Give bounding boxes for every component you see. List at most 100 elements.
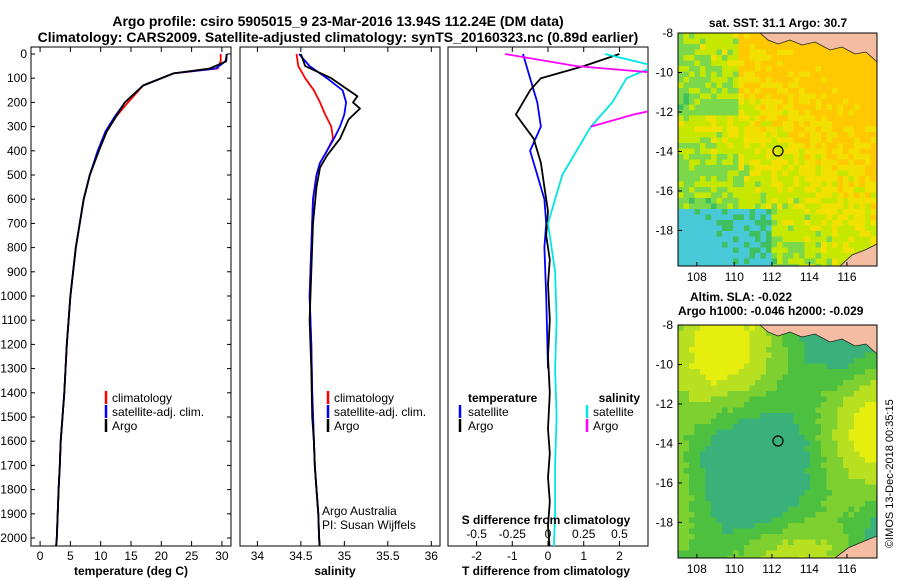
heatmap-cell (848, 209, 855, 215)
heatmap-cell (760, 77, 767, 83)
heatmap-cell (843, 99, 849, 105)
heatmap-cell (793, 385, 800, 392)
heatmap-cell (804, 385, 811, 392)
heatmap-cell (711, 380, 717, 386)
heatmap-cell (711, 363, 717, 370)
heatmap-cell (832, 209, 838, 215)
heatmap-cell (826, 495, 833, 502)
heatmap-cell (788, 462, 794, 469)
heatmap-cell (733, 374, 739, 381)
heatmap-cell (865, 214, 871, 221)
heatmap-cell (837, 231, 844, 237)
heatmap-cell (744, 126, 750, 133)
heatmap-cell (799, 336, 805, 342)
heatmap-cell (727, 473, 734, 480)
map-lon-label: 114 (800, 562, 819, 576)
heatmap-cell (870, 501, 877, 507)
heatmap-cell (760, 242, 767, 248)
heatmap-cell (865, 347, 871, 353)
heatmap-cell (804, 132, 811, 138)
heatmap-cell (821, 550, 827, 557)
heatmap-cell (733, 71, 739, 78)
heatmap-cell (683, 374, 690, 381)
heatmap-cell (848, 440, 855, 447)
heatmap-cell (870, 192, 877, 199)
heatmap-cell (694, 66, 701, 72)
heatmap-cell (749, 209, 756, 215)
heatmap-cell (815, 396, 822, 403)
heatmap-cell (749, 550, 756, 557)
heatmap-cell (815, 104, 822, 111)
heatmap-cell (755, 402, 761, 408)
heatmap-cell (782, 550, 789, 557)
heatmap-cell (848, 71, 855, 78)
heatmap-cell (837, 264, 844, 266)
heatmap-cell (815, 391, 822, 397)
heatmap-cell (832, 132, 838, 138)
heatmap-cell (733, 170, 739, 177)
heatmap-cell (727, 534, 734, 540)
heatmap-cell (788, 154, 794, 160)
heatmap-cell (788, 391, 794, 397)
heatmap-cell (804, 176, 811, 182)
heatmap-cell (711, 484, 717, 491)
heatmap-cell (716, 545, 723, 551)
heatmap-cell (760, 413, 767, 419)
heatmap-cell (821, 435, 827, 441)
heatmap-cell (843, 49, 849, 56)
heatmap-cell (716, 473, 723, 480)
heatmap-cell (716, 247, 723, 254)
heatmap-cell (793, 148, 800, 155)
heatmap-cell (826, 341, 833, 348)
heatmap-cell (777, 77, 783, 83)
heatmap-cell (826, 192, 833, 199)
heatmap-cell (837, 187, 844, 193)
heatmap-cell (832, 396, 838, 403)
heatmap-cell (749, 60, 756, 67)
heatmap-cell (744, 181, 750, 188)
heatmap-cell (799, 380, 805, 386)
heatmap-cell (826, 242, 833, 248)
heatmap-cell (678, 550, 684, 557)
heatmap-cell (711, 247, 717, 254)
heatmap-cell (810, 225, 816, 232)
heatmap-cell (854, 539, 860, 546)
depth-tick-label: 1300 (0, 362, 27, 376)
heatmap-cell (870, 121, 877, 127)
heatmap-cell (683, 99, 690, 105)
heatmap-cell (859, 126, 866, 133)
heatmap-cell (821, 391, 827, 397)
heatmap-cell (727, 88, 734, 94)
heatmap-cell (771, 170, 778, 177)
heatmap-cell (854, 55, 860, 61)
heatmap-cell (848, 121, 855, 127)
heatmap-cell (705, 176, 712, 182)
salinity-legend: climatology satellite-adj. clim. Argo (326, 391, 426, 433)
heatmap-cell (843, 121, 849, 127)
heatmap-cell (821, 385, 827, 392)
heatmap-cell (738, 336, 745, 342)
heatmap-cell (782, 253, 789, 259)
heatmap-cell (705, 402, 712, 408)
heatmap-cell (733, 225, 739, 232)
heatmap-cell (837, 225, 844, 232)
heatmap-cell (799, 143, 805, 149)
heatmap-cell (843, 501, 849, 507)
heatmap-cell (678, 88, 684, 94)
heatmap-cell (700, 44, 706, 50)
heatmap-cell (689, 220, 695, 226)
heatmap-cell (711, 501, 717, 507)
heatmap-cell (859, 236, 866, 243)
heatmap-cell (788, 132, 794, 138)
heatmap-cell (793, 242, 800, 248)
heatmap-cell (826, 435, 833, 441)
heatmap-cell (766, 330, 772, 337)
heatmap-cell (799, 396, 805, 403)
heatmap-cell (689, 550, 695, 557)
heatmap-cell (854, 429, 860, 436)
heatmap-cell (777, 264, 783, 266)
heatmap-cell (804, 495, 811, 502)
heatmap-cell (870, 528, 877, 535)
heatmap-cell (799, 407, 805, 414)
heatmap-cell (694, 556, 701, 558)
